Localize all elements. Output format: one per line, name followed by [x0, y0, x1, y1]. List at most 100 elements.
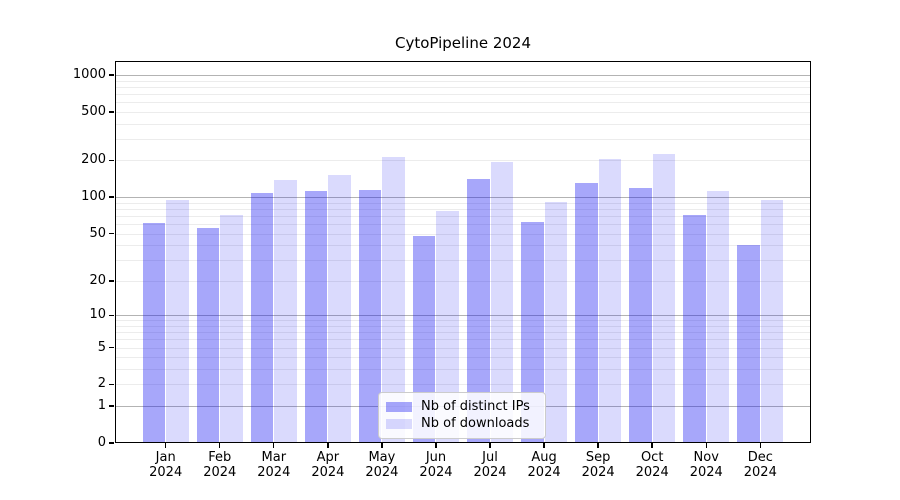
- x-tick: [597, 443, 599, 448]
- x-tick-label: May 2024: [350, 450, 414, 480]
- bar-downloads-oct: [652, 153, 676, 443]
- minor-gridline: [115, 111, 811, 113]
- x-tick-month: Mar: [261, 450, 287, 465]
- x-tick-label: Dec 2024: [728, 450, 792, 480]
- x-tick-year: 2024: [473, 465, 507, 480]
- bar-downloads-apr: [328, 175, 351, 443]
- bar-ips-dec: [737, 245, 760, 443]
- y-tick: [109, 405, 114, 407]
- bar-ips-feb: [196, 227, 220, 443]
- y-tick: [109, 280, 114, 282]
- x-tick-month: Jan: [155, 450, 176, 465]
- bar-downloads-jan: [166, 199, 189, 443]
- minor-gridline: [115, 86, 811, 88]
- bar-ips-mar: [250, 193, 274, 443]
- major-gridline: [115, 74, 811, 76]
- y-tick-label: 10: [89, 307, 106, 323]
- minor-gridline: [115, 102, 811, 104]
- bar-downloads-jun: [436, 210, 459, 443]
- minor-gridline: [115, 280, 811, 282]
- bar-downloads-nov: [706, 191, 730, 443]
- bar-downloads-aug: [544, 202, 568, 443]
- chart-title: CytoPipeline 2024: [394, 34, 532, 52]
- y-tick: [109, 159, 114, 162]
- minor-gridline: [115, 233, 811, 235]
- y-tick-label: 100: [81, 189, 106, 205]
- y-tick-label: 1: [97, 398, 106, 414]
- minor-gridline: [115, 369, 811, 371]
- minor-gridline: [115, 224, 811, 225]
- y-tick: [109, 383, 114, 386]
- y-tick: [109, 74, 114, 76]
- minor-gridline: [115, 123, 811, 125]
- y-tick-label: 50: [89, 225, 106, 241]
- legend-label-ips: Nb of distinct IPs: [421, 399, 530, 414]
- x-tick: [489, 443, 491, 448]
- bar-ips-apr: [304, 190, 328, 443]
- x-tick-label: Nov 2024: [674, 450, 738, 480]
- x-tick-label: Apr 2024: [296, 450, 360, 480]
- x-tick-year: 2024: [743, 465, 777, 480]
- x-tick-year: 2024: [419, 465, 453, 480]
- minor-gridline: [115, 202, 811, 204]
- x-tick: [165, 443, 167, 448]
- y-tick-label: 2: [97, 376, 106, 392]
- x-tick-year: 2024: [149, 465, 183, 480]
- y-tick-label: 500: [81, 103, 106, 119]
- x-tick-year: 2024: [527, 465, 561, 480]
- x-tick: [759, 443, 761, 448]
- x-tick-label: Sep 2024: [566, 450, 630, 480]
- bar-downloads-may: [382, 156, 405, 443]
- x-tick: [219, 443, 221, 448]
- minor-gridline: [115, 260, 811, 262]
- x-tick-year: 2024: [581, 465, 615, 480]
- bar-downloads-dec: [760, 199, 784, 443]
- x-tick-month: Aug: [531, 450, 557, 465]
- minor-gridline: [115, 339, 811, 341]
- x-tick-label: Jan 2024: [134, 450, 198, 480]
- minor-gridline: [115, 245, 811, 247]
- x-tick: [327, 443, 329, 448]
- x-tick-month: Sep: [585, 450, 611, 465]
- y-tick-label: 1000: [72, 66, 106, 82]
- x-tick: [381, 443, 383, 448]
- y-tick: [109, 232, 114, 235]
- x-tick-label: Oct 2024: [620, 450, 684, 480]
- x-tick-year: 2024: [365, 465, 399, 480]
- x-tick-label: Mar 2024: [242, 450, 306, 480]
- x-tick-year: 2024: [257, 465, 291, 480]
- x-tick-month: Apr: [316, 450, 340, 465]
- legend-entry-downloads: Nb of downloads: [386, 415, 536, 432]
- x-tick-label: Jul 2024: [458, 450, 522, 480]
- bar-downloads-feb: [220, 215, 243, 443]
- y-tick: [109, 111, 114, 113]
- bar-ips-jan: [142, 223, 166, 443]
- bar-ips-jul: [467, 179, 490, 443]
- bar-ips-nov: [683, 215, 706, 443]
- bar-ips-aug: [521, 222, 544, 443]
- minor-gridline: [115, 80, 811, 82]
- y-tick-label: 20: [89, 272, 106, 288]
- x-tick: [273, 443, 275, 448]
- legend: Nb of distinct IPs Nb of downloads: [378, 392, 546, 439]
- x-tick-month: Nov: [693, 450, 719, 465]
- x-tick-month: Dec: [747, 450, 773, 465]
- y-tick: [109, 314, 114, 316]
- minor-gridline: [115, 325, 811, 327]
- bar-ips-oct: [629, 187, 652, 443]
- y-tick-label: 5: [97, 339, 106, 355]
- minor-gridline: [115, 208, 811, 210]
- major-gridline: [115, 197, 811, 199]
- minor-gridline: [115, 320, 811, 322]
- major-gridline: [115, 315, 811, 317]
- x-tick: [705, 443, 707, 448]
- x-tick-month: Jun: [425, 450, 447, 465]
- x-tick-month: Feb: [208, 450, 232, 465]
- x-tick: [435, 443, 437, 448]
- x-tick-month: Jul: [482, 450, 498, 465]
- minor-gridline: [115, 332, 811, 334]
- minor-gridline: [115, 357, 811, 359]
- bar-downloads-sep: [598, 158, 622, 443]
- bar-ips-jun: [412, 235, 436, 443]
